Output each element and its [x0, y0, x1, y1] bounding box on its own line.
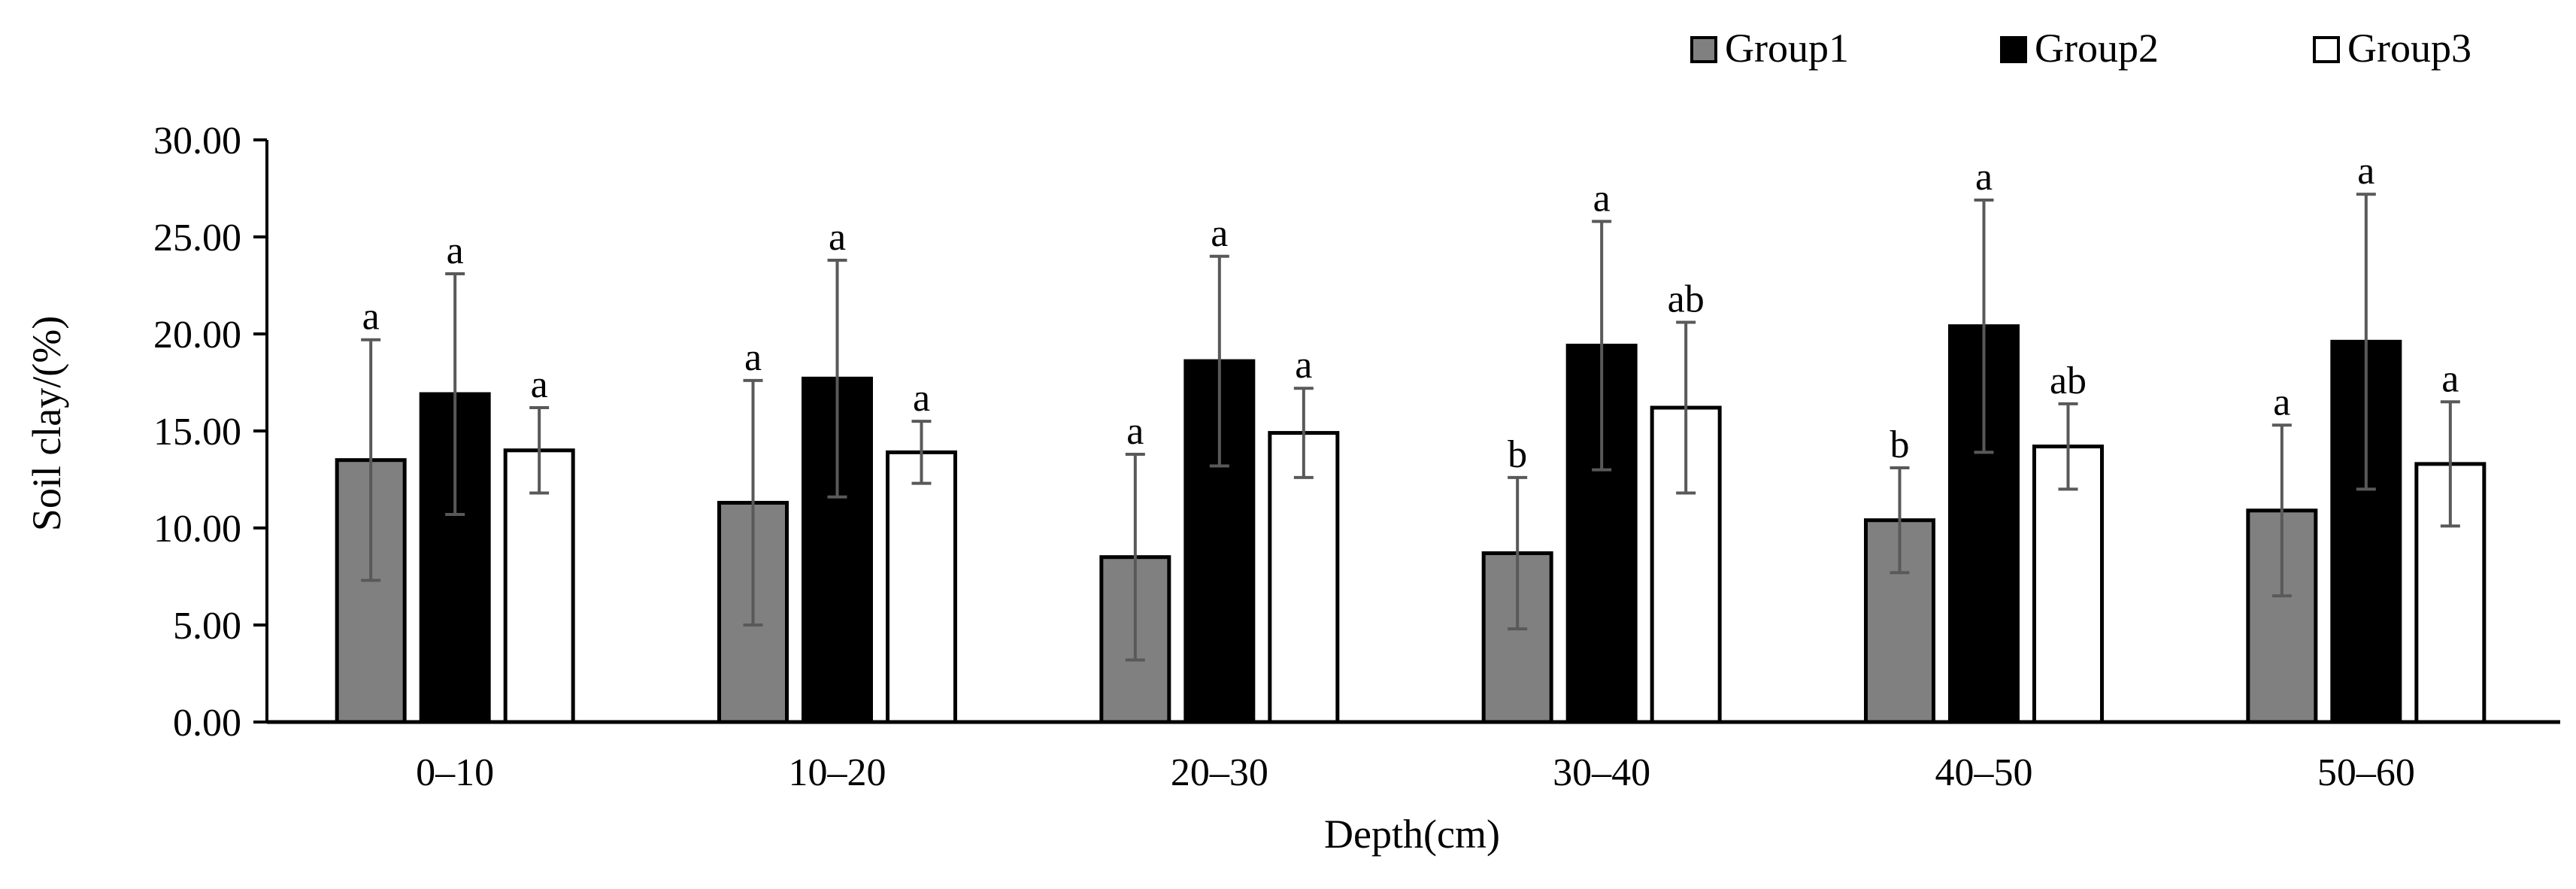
legend-swatch-group1: [1690, 36, 1717, 63]
significance-label: a: [447, 229, 464, 272]
significance-label: ab: [1668, 278, 1705, 321]
significance-label: a: [2273, 381, 2290, 423]
bar-group3-0: [503, 448, 575, 724]
y-axis-title: Soil clay/(%): [24, 316, 69, 531]
y-tick-label: 20.00: [153, 314, 241, 357]
y-tick-label: 25.00: [153, 217, 241, 259]
significance-label: a: [1211, 212, 1228, 255]
legend: Group1 Group2 Group3: [1690, 26, 2471, 71]
x-axis: 0–10 10–20 20–30 30–40 40–50 50–60: [416, 751, 2415, 794]
legend-label-group1: Group1: [1725, 26, 1849, 71]
significance-label: a: [362, 296, 380, 338]
legend-swatch-group3: [2313, 36, 2340, 63]
significance-label: a: [744, 336, 762, 379]
y-tick-label: 0.00: [173, 702, 241, 745]
x-axis-title: Depth(cm): [1324, 812, 1500, 857]
significance-label: a: [829, 216, 846, 259]
legend-label-group2: Group2: [2035, 26, 2159, 71]
significance-label: ab: [2050, 360, 2087, 402]
significance-label: b: [1508, 433, 1527, 476]
bar-group2-2: [1183, 359, 1256, 724]
significance-label: a: [1126, 410, 1144, 453]
y-tick-label: 15.00: [153, 411, 241, 454]
significance-label: a: [913, 377, 930, 420]
y-tick-label: 5.00: [173, 605, 241, 648]
x-tick-label: 30–40: [1553, 751, 1650, 794]
x-tick-label: 50–60: [2317, 751, 2415, 794]
y-tick-label: 10.00: [153, 508, 241, 551]
x-tick-label: 40–50: [1935, 751, 2033, 794]
bar-group3-1: [886, 450, 957, 724]
legend-swatch-group2: [2000, 36, 2027, 63]
y-tick-label: 30.00: [153, 120, 241, 162]
significance-label: a: [1593, 177, 1611, 220]
significance-label: a: [531, 363, 548, 406]
legend-label-group3: Group3: [2347, 26, 2471, 71]
y-axis: 0.00 5.00 10.00 15.00 20.00 25.00 30.00: [153, 120, 267, 745]
significance-label: b: [1890, 423, 1910, 466]
x-tick-label: 10–20: [789, 751, 886, 794]
x-tick-label: 20–30: [1171, 751, 1268, 794]
significance-label: a: [1295, 344, 1312, 387]
significance-label: a: [2357, 150, 2374, 193]
bar-group3-2: [1268, 431, 1340, 724]
x-tick-label: 0–10: [416, 751, 494, 794]
significance-label: a: [1975, 156, 1993, 199]
significance-label: a: [2441, 357, 2459, 400]
